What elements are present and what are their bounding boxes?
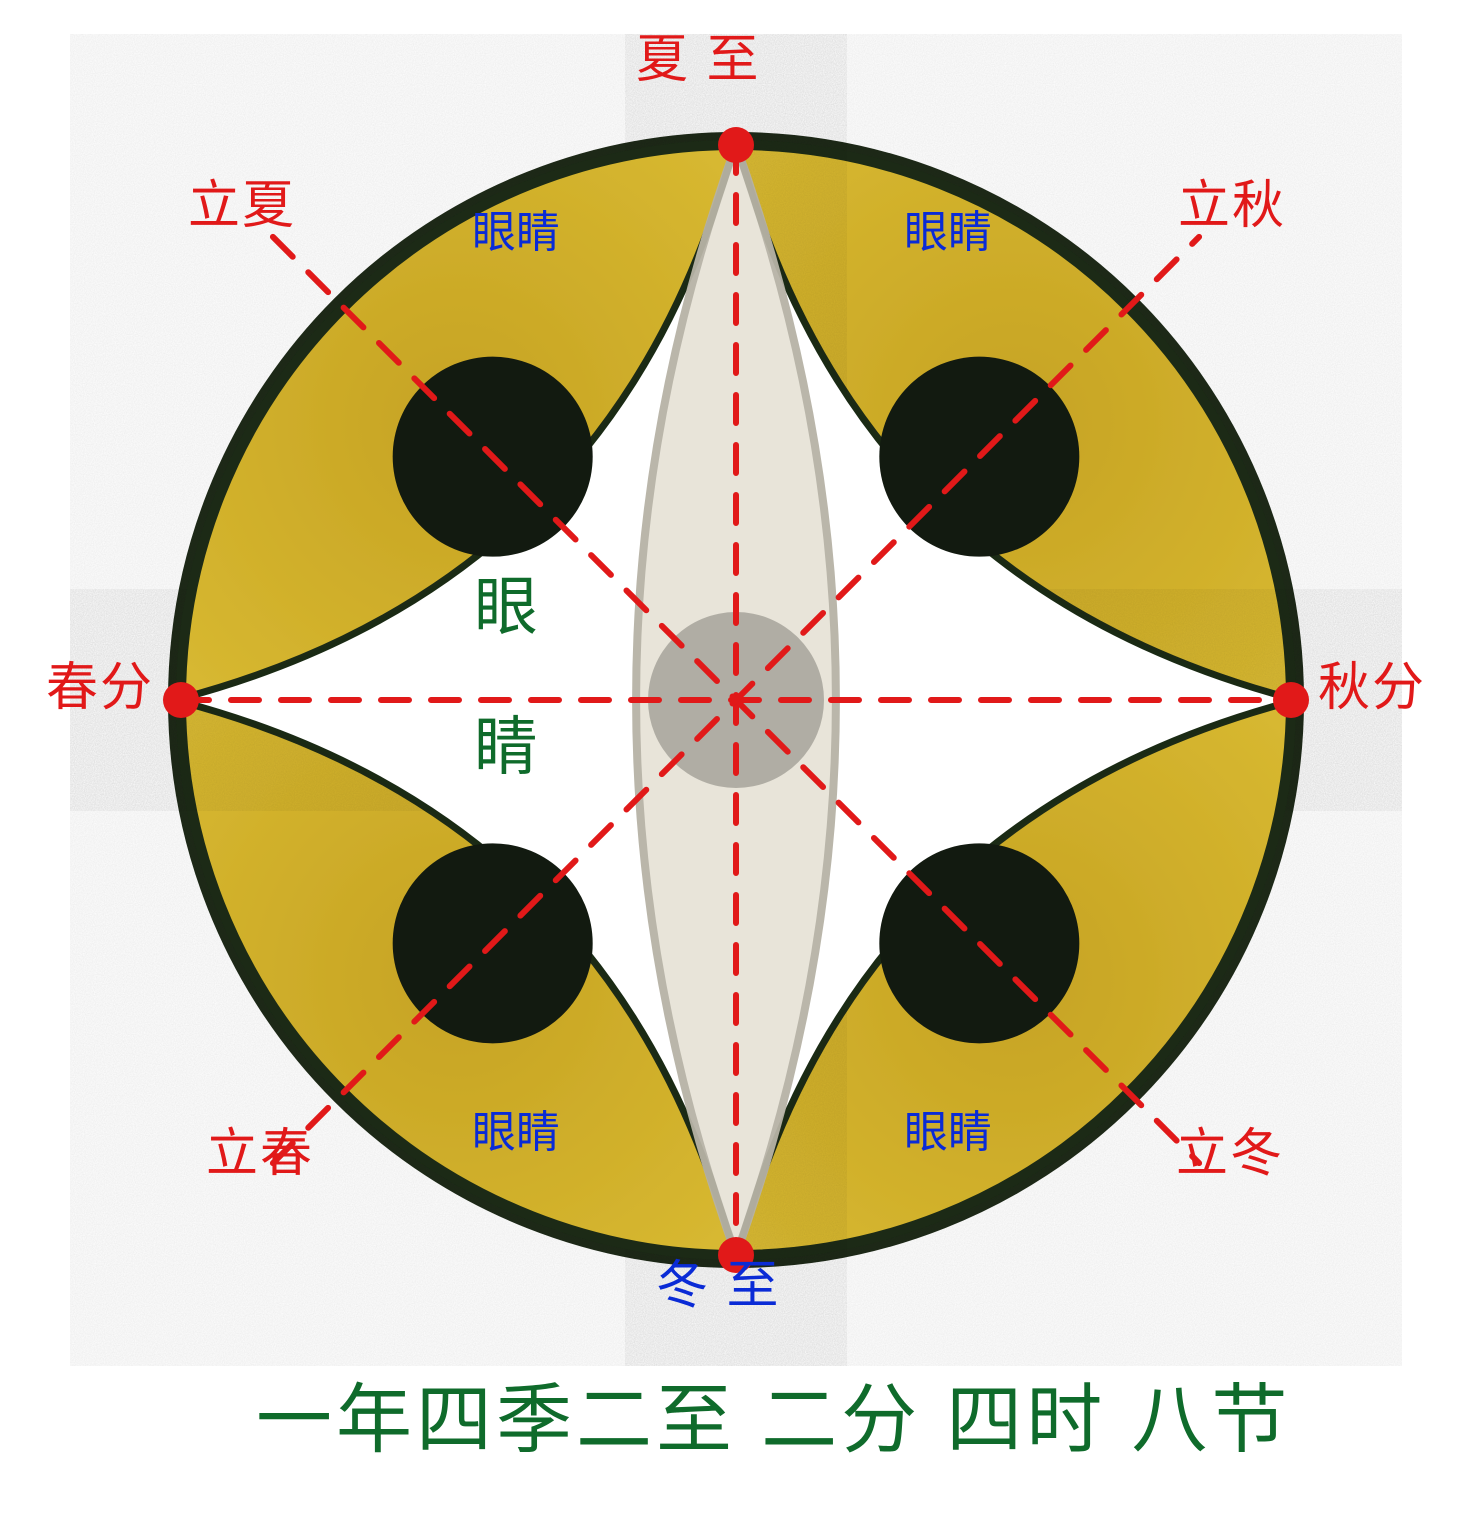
dot-south — [718, 1237, 754, 1273]
dot-west — [163, 682, 199, 718]
seasonal-diagram-svg — [0, 0, 1472, 1534]
diagram-stage: 夏 至 冬 至 春分 秋分 立夏 立秋 立春 立冬 眼睛 眼睛 眼睛 眼睛 眼 … — [0, 0, 1472, 1534]
dot-east — [1273, 682, 1309, 718]
dot-north — [718, 127, 754, 163]
